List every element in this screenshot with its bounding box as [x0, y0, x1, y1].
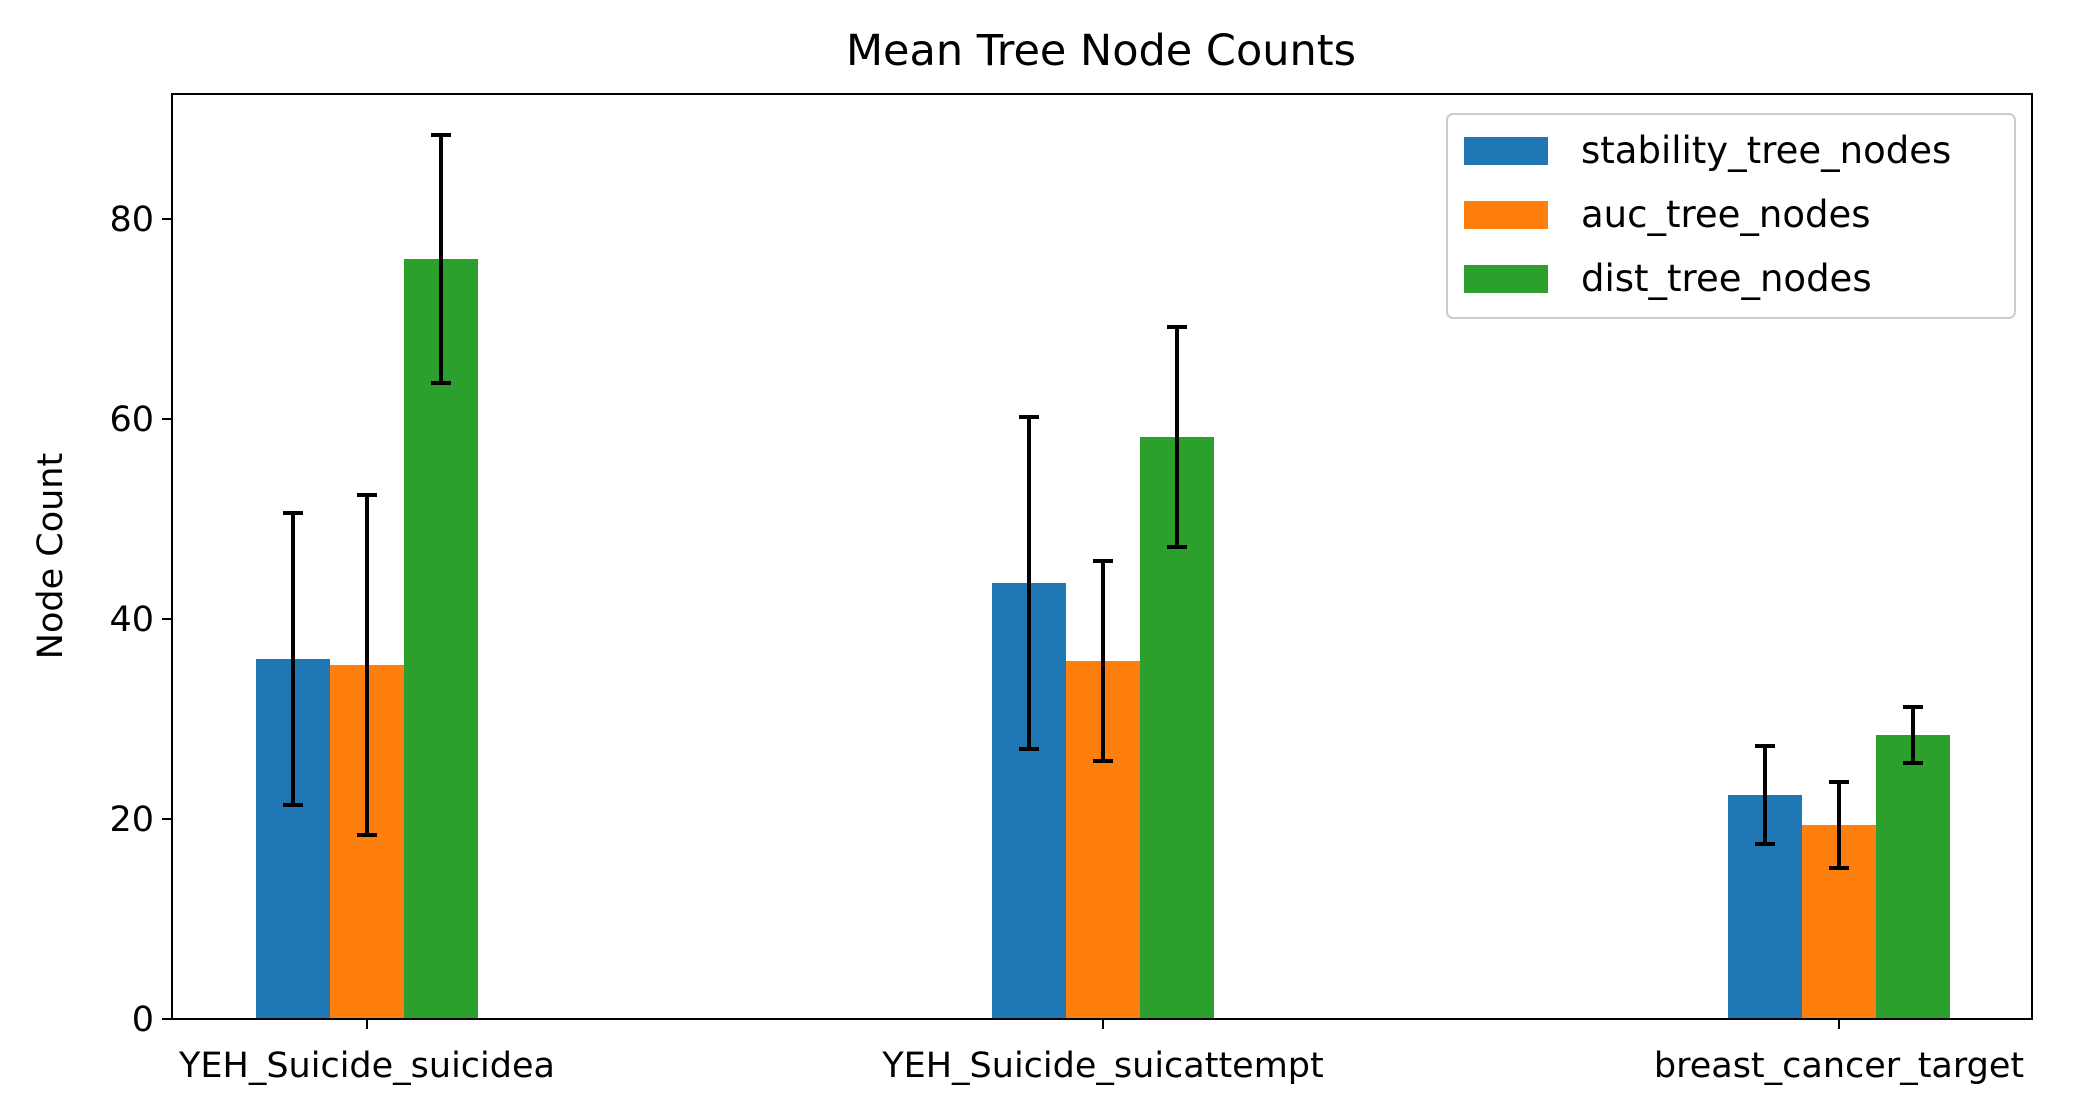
legend-box — [1446, 113, 2016, 319]
plot-area: 0 20 40 60 80 YEH_Suicide_suicidea YEH_Suicide… — [109, 133, 2024, 1086]
legend-swatch — [1464, 265, 1548, 293]
legend-label: dist_tree_nodes — [1581, 257, 1872, 300]
legend-swatch — [1464, 137, 1548, 165]
bar-dist_tree_nodes — [1876, 735, 1950, 1019]
y-tick-label: 80 — [109, 200, 154, 240]
x-tick-label: breast_cancer_target — [1654, 1046, 2024, 1086]
bar-dist_tree_nodes — [404, 259, 478, 1019]
y-tick-label: 60 — [109, 400, 154, 440]
legend-swatch — [1464, 201, 1548, 229]
y-tick-label: 40 — [109, 600, 154, 640]
plot-frame — [171, 93, 2033, 1020]
x-tick-label: YEH_Suicide_suicidea — [178, 1046, 555, 1086]
y-axis-label: Node Count — [31, 453, 71, 659]
y-tick-label: 0 — [132, 1000, 154, 1040]
legend-label: auc_tree_nodes — [1581, 193, 1871, 236]
chart-title: Mean Tree Node Counts — [846, 26, 1356, 76]
legend: stability_tree_nodes auc_tree_nodes dist_t… — [1446, 113, 2016, 319]
legend-label: stability_tree_nodes — [1581, 129, 1951, 172]
y-tick-label: 20 — [109, 800, 154, 840]
x-tick-label: YEH_Suicide_suicattempt — [881, 1046, 1324, 1086]
